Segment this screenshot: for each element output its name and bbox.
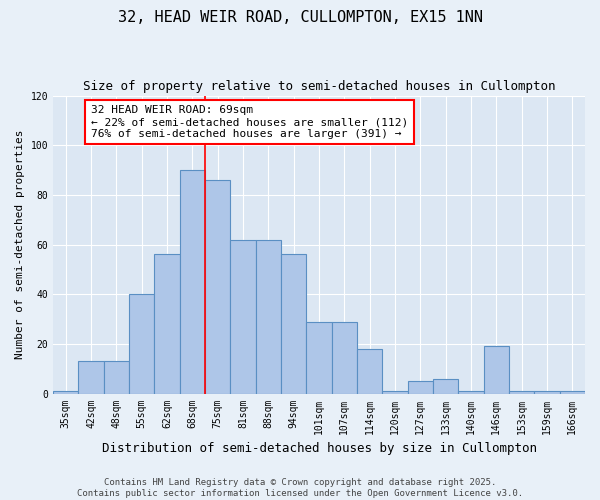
Text: 32, HEAD WEIR ROAD, CULLOMPTON, EX15 1NN: 32, HEAD WEIR ROAD, CULLOMPTON, EX15 1NN [118, 10, 482, 25]
Bar [230, 240, 256, 394]
Bar [179, 170, 205, 394]
Bar [560, 391, 585, 394]
Bar [332, 322, 357, 394]
Bar [382, 391, 407, 394]
Text: 32 HEAD WEIR ROAD: 69sqm
← 22% of semi-detached houses are smaller (112)
76% of : 32 HEAD WEIR ROAD: 69sqm ← 22% of semi-d… [91, 106, 408, 138]
Bar [458, 391, 484, 394]
Bar [535, 391, 560, 394]
Title: Size of property relative to semi-detached houses in Cullompton: Size of property relative to semi-detach… [83, 80, 555, 93]
X-axis label: Distribution of semi-detached houses by size in Cullompton: Distribution of semi-detached houses by … [101, 442, 536, 455]
Bar [154, 254, 179, 394]
Bar [256, 240, 281, 394]
Bar [129, 294, 154, 394]
Bar [79, 362, 104, 394]
Bar [357, 349, 382, 394]
Bar [281, 254, 307, 394]
Text: Contains HM Land Registry data © Crown copyright and database right 2025.
Contai: Contains HM Land Registry data © Crown c… [77, 478, 523, 498]
Bar [407, 381, 433, 394]
Bar [307, 322, 332, 394]
Bar [53, 391, 79, 394]
Bar [484, 346, 509, 394]
Bar [104, 362, 129, 394]
Y-axis label: Number of semi-detached properties: Number of semi-detached properties [15, 130, 25, 360]
Bar [433, 378, 458, 394]
Bar [509, 391, 535, 394]
Bar [205, 180, 230, 394]
